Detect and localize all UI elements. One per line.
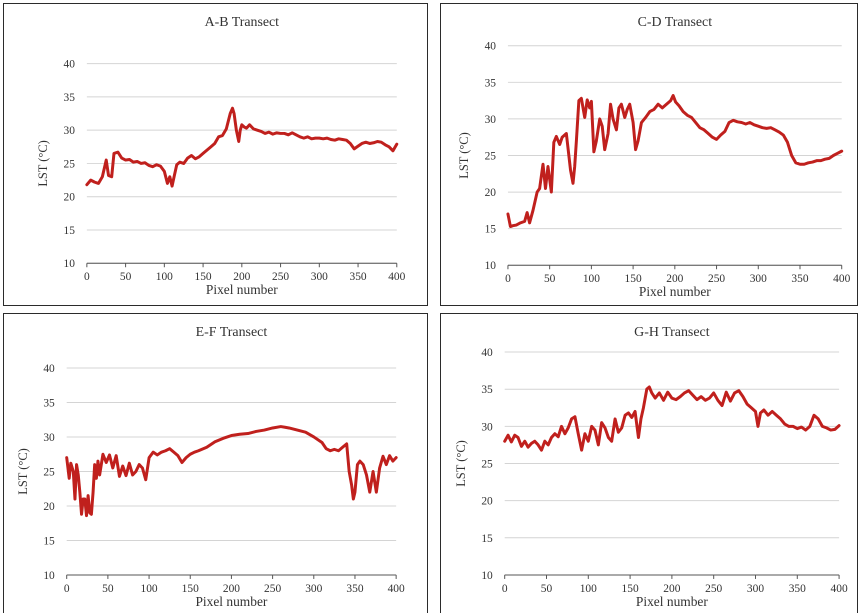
x-tick-label: 400 (388, 271, 405, 283)
x-tick-label: 0 (505, 273, 511, 285)
y-tick-label: 35 (64, 92, 76, 104)
y-tick-label: 35 (485, 77, 497, 89)
series-line (85, 106, 399, 188)
y-tick-label: 10 (43, 570, 55, 582)
x-axis-label: Pixel number (195, 594, 267, 609)
series-line (65, 425, 398, 518)
y-tick-label: 10 (485, 260, 497, 272)
y-tick-label: 40 (43, 363, 55, 375)
chart-title: C-D Transect (638, 15, 713, 30)
x-tick-label: 200 (233, 271, 250, 283)
y-tick-label: 20 (485, 187, 497, 199)
y-tick-label: 40 (64, 59, 76, 71)
y-tick-label: 40 (485, 41, 497, 53)
x-tick-label: 300 (750, 273, 767, 285)
x-tick-label: 50 (120, 271, 132, 283)
chart-panel-a-b: A-B Transect 10 15 20 25 30 35 40 0 50 100 150 200 25… (3, 3, 428, 306)
chart-panel-g-h: G-H Transect 10 15 20 25 30 35 40 0 50 100 150 200 25… (440, 313, 858, 613)
x-tick-label: 400 (831, 583, 848, 595)
y-tick-label: 15 (64, 225, 76, 237)
x-tick-label: 0 (84, 271, 90, 283)
x-tick-label: 150 (625, 273, 642, 285)
x-axis-label: Pixel number (639, 284, 711, 299)
x-tick-label: 200 (666, 273, 683, 285)
x-tick-label: 200 (223, 583, 240, 595)
y-tick-label: 35 (481, 384, 493, 396)
y-tick-label: 30 (481, 421, 493, 433)
x-tick-label: 100 (580, 583, 597, 595)
y-axis-label: LST (°C) (457, 132, 471, 178)
x-tick-label: 350 (791, 273, 808, 285)
chart-title: G-H Transect (634, 325, 710, 340)
x-tick-label: 300 (305, 583, 322, 595)
chart-panel-e-f: E-F Transect 10 15 20 25 30 35 40 0 50 100 150 200 25… (3, 313, 428, 613)
y-axis-label: LST (°C) (454, 440, 468, 487)
x-tick-label: 100 (156, 271, 173, 283)
x-tick-label: 350 (346, 583, 363, 595)
y-tick-label: 30 (485, 114, 497, 126)
y-tick-label: 30 (64, 125, 76, 137)
y-tick-label: 25 (481, 458, 493, 470)
series-line (506, 94, 844, 229)
series-line (503, 385, 841, 452)
y-tick-label: 20 (64, 192, 76, 204)
y-tick-label: 15 (485, 224, 497, 236)
x-tick-label: 100 (583, 273, 600, 285)
x-tick-label: 400 (388, 583, 405, 595)
x-tick-label: 400 (833, 273, 850, 285)
x-tick-label: 150 (182, 583, 199, 595)
y-tick-label: 15 (481, 533, 493, 545)
x-tick-label: 250 (264, 583, 281, 595)
x-tick-label: 250 (705, 583, 722, 595)
x-tick-label: 100 (140, 583, 157, 595)
x-tick-label: 0 (502, 583, 508, 595)
chart-title: A-B Transect (205, 15, 280, 30)
y-tick-label: 25 (485, 150, 497, 162)
x-tick-label: 0 (64, 583, 70, 595)
x-tick-label: 50 (544, 273, 556, 285)
chart-panel-c-d: C-D Transect 10 15 20 25 30 35 40 0 50 100 150 200 25… (440, 3, 858, 306)
x-tick-label: 150 (622, 583, 639, 595)
x-tick-label: 150 (195, 271, 212, 283)
x-tick-label: 300 (747, 583, 764, 595)
x-tick-label: 250 (272, 271, 289, 283)
x-tick-label: 350 (789, 583, 806, 595)
x-tick-label: 300 (311, 271, 328, 283)
x-tick-label: 200 (663, 583, 680, 595)
y-tick-label: 25 (64, 158, 76, 170)
x-axis-label: Pixel number (206, 282, 278, 297)
y-tick-label: 40 (481, 347, 493, 359)
y-tick-label: 30 (43, 432, 55, 444)
y-tick-label: 10 (481, 570, 493, 582)
x-tick-label: 350 (349, 271, 366, 283)
x-tick-label: 250 (708, 273, 725, 285)
x-tick-label: 50 (102, 583, 114, 595)
x-axis-label: Pixel number (636, 594, 708, 609)
x-tick-label: 50 (541, 583, 553, 595)
y-tick-label: 20 (43, 501, 55, 513)
y-tick-label: 10 (64, 258, 76, 270)
y-axis-label: LST (°C) (36, 140, 50, 186)
y-tick-label: 15 (43, 535, 55, 547)
y-tick-label: 35 (43, 397, 55, 409)
y-tick-label: 20 (481, 496, 493, 508)
y-tick-label: 25 (43, 466, 55, 478)
y-axis-label: LST (°C) (16, 448, 30, 495)
chart-title: E-F Transect (196, 325, 268, 340)
